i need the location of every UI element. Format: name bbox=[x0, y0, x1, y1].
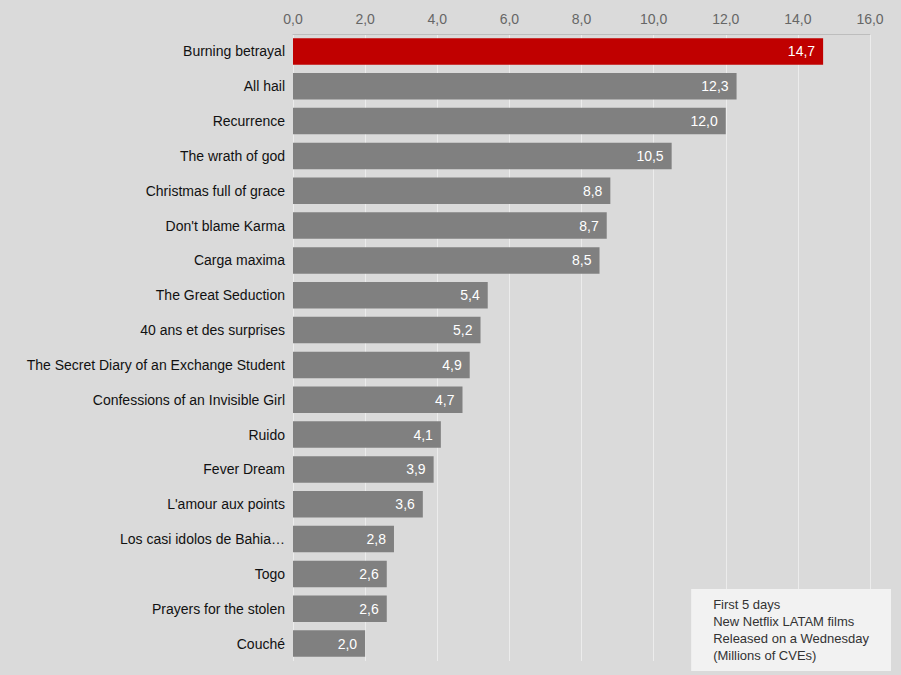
svg-text:Couché: Couché bbox=[237, 636, 285, 652]
svg-text:Fever Dream: Fever Dream bbox=[203, 461, 285, 477]
svg-text:0,0: 0,0 bbox=[283, 11, 303, 27]
svg-text:L'amour aux points: L'amour aux points bbox=[167, 496, 285, 512]
svg-text:12,0: 12,0 bbox=[691, 113, 718, 129]
svg-text:2,6: 2,6 bbox=[359, 566, 379, 582]
svg-text:Don't blame Karma: Don't blame Karma bbox=[166, 218, 286, 234]
svg-text:3,9: 3,9 bbox=[406, 461, 426, 477]
svg-text:Released on a Wednesday: Released on a Wednesday bbox=[713, 631, 869, 646]
svg-text:8,8: 8,8 bbox=[583, 183, 603, 199]
svg-text:8,0: 8,0 bbox=[572, 11, 592, 27]
svg-text:14,0: 14,0 bbox=[784, 11, 811, 27]
svg-text:Prayers for the stolen: Prayers for the stolen bbox=[152, 601, 285, 617]
svg-text:10,5: 10,5 bbox=[636, 148, 663, 164]
svg-text:All hail: All hail bbox=[244, 78, 285, 94]
svg-text:8,5: 8,5 bbox=[572, 252, 592, 268]
svg-text:4,9: 4,9 bbox=[442, 357, 462, 373]
svg-text:6,0: 6,0 bbox=[500, 11, 520, 27]
svg-text:14,7: 14,7 bbox=[788, 43, 815, 59]
svg-text:4,1: 4,1 bbox=[413, 427, 433, 443]
svg-text:12,0: 12,0 bbox=[712, 11, 739, 27]
svg-text:Los casi idolos de Bahia…: Los casi idolos de Bahia… bbox=[120, 531, 285, 547]
svg-text:3,6: 3,6 bbox=[395, 496, 415, 512]
svg-text:2,6: 2,6 bbox=[359, 601, 379, 617]
svg-text:2,8: 2,8 bbox=[367, 531, 387, 547]
svg-text:Christmas full of grace: Christmas full of grace bbox=[146, 183, 285, 199]
svg-text:Ruido: Ruido bbox=[248, 427, 285, 443]
svg-text:Burning betrayal: Burning betrayal bbox=[183, 43, 285, 59]
svg-text:40 ans et des surprises: 40 ans et des surprises bbox=[140, 322, 285, 338]
svg-text:5,2: 5,2 bbox=[453, 322, 473, 338]
svg-text:Confessions of an Invisible Gi: Confessions of an Invisible Girl bbox=[93, 392, 285, 408]
svg-text:4,0: 4,0 bbox=[428, 11, 448, 27]
svg-text:First 5 days: First 5 days bbox=[713, 597, 781, 612]
svg-text:12,3: 12,3 bbox=[701, 78, 728, 94]
svg-text:Carga maxima: Carga maxima bbox=[194, 252, 285, 268]
svg-text:New Netflix LATAM films: New Netflix LATAM films bbox=[713, 614, 855, 629]
svg-text:4,7: 4,7 bbox=[435, 392, 455, 408]
svg-text:The Secret Diary of an Exchang: The Secret Diary of an Exchange Student bbox=[27, 357, 285, 373]
svg-text:5,4: 5,4 bbox=[460, 287, 480, 303]
svg-text:(Millions of CVEs): (Millions of CVEs) bbox=[713, 648, 816, 663]
svg-text:16,0: 16,0 bbox=[856, 11, 883, 27]
svg-text:The wrath of god: The wrath of god bbox=[180, 148, 285, 164]
svg-text:10,0: 10,0 bbox=[640, 11, 667, 27]
svg-text:2,0: 2,0 bbox=[355, 11, 375, 27]
svg-text:The Great Seduction: The Great Seduction bbox=[156, 287, 285, 303]
svg-text:Recurrence: Recurrence bbox=[213, 113, 286, 129]
svg-text:Togo: Togo bbox=[255, 566, 286, 582]
svg-text:8,7: 8,7 bbox=[579, 218, 599, 234]
svg-text:2,0: 2,0 bbox=[338, 636, 358, 652]
